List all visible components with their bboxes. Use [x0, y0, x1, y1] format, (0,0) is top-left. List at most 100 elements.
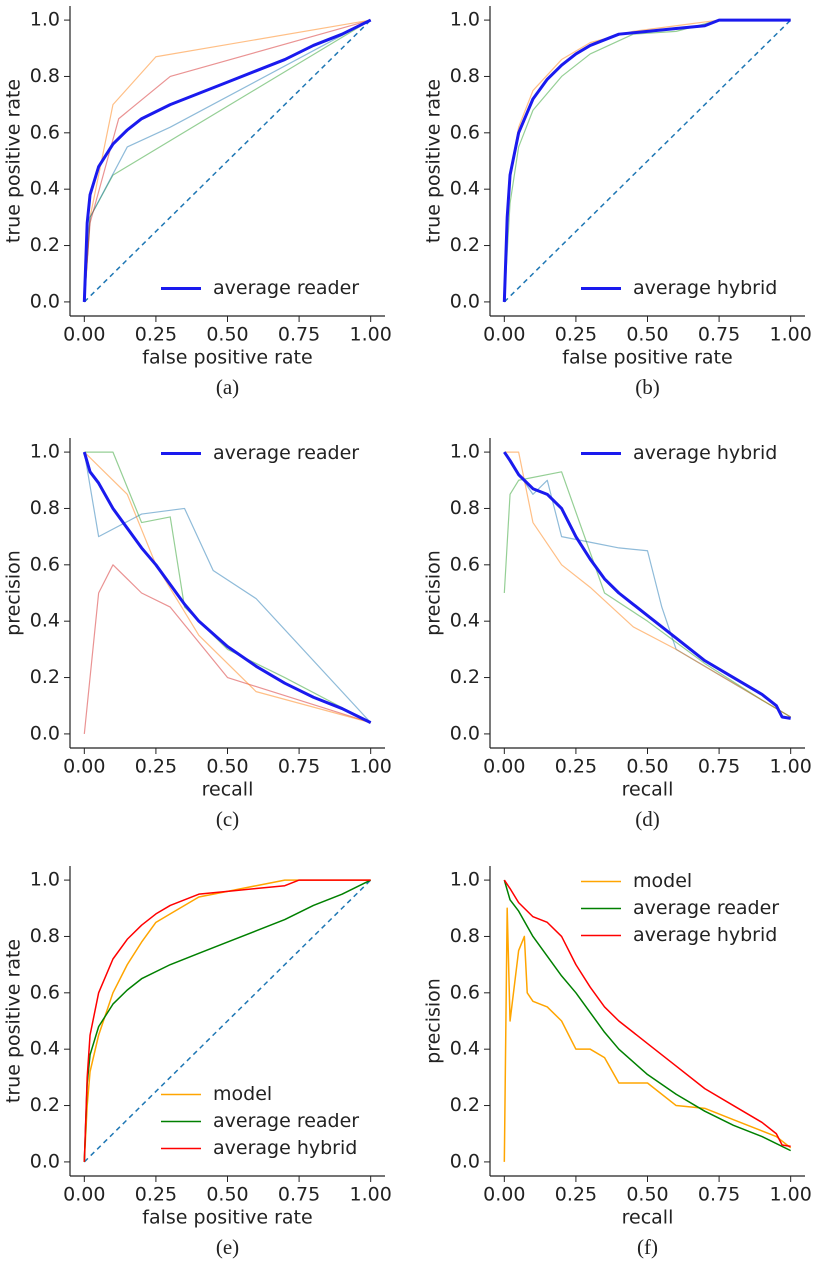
- x-tick-label: 0.50: [626, 1184, 668, 1206]
- curve: [504, 451, 791, 718]
- y-tick-label: 1.0: [30, 9, 60, 31]
- y-tick-label: 0.8: [30, 925, 60, 947]
- y-tick-label: 0.2: [30, 1094, 60, 1116]
- y-tick-label: 0.0: [30, 722, 60, 744]
- legend-label: average reader: [213, 277, 359, 299]
- y-tick-label: 0.6: [30, 553, 60, 575]
- caption: (e): [216, 1235, 239, 1259]
- y-tick-label: 1.0: [30, 441, 60, 463]
- x-axis-label: false positive rate: [142, 1207, 312, 1229]
- legend-label: average reader: [213, 1110, 359, 1132]
- legend-label: average reader: [633, 897, 779, 919]
- curve: [82, 451, 372, 724]
- x-axis-label: recall: [622, 779, 674, 801]
- y-tick-label: 0.4: [450, 178, 480, 200]
- y-tick-label: 0.0: [450, 722, 480, 744]
- legend-label: average reader: [213, 442, 359, 464]
- y-axis-label: precision: [423, 978, 445, 1064]
- x-tick-label: 0.00: [63, 756, 105, 778]
- curve: [83, 19, 372, 303]
- y-axis-label: true positive rate: [423, 79, 445, 243]
- y-tick-label: 0.8: [450, 65, 480, 87]
- curve: [503, 907, 792, 1162]
- y-tick-label: 0.4: [30, 1038, 60, 1060]
- caption: (a): [216, 375, 239, 399]
- y-tick-label: 0.6: [30, 981, 60, 1003]
- x-tick-label: 1.00: [350, 1184, 392, 1206]
- x-tick-label: 0.50: [626, 324, 668, 346]
- y-axis-label: true positive rate: [3, 79, 25, 243]
- x-tick-label: 0.00: [63, 324, 105, 346]
- x-tick-label: 0.25: [555, 756, 597, 778]
- x-tick-label: 0.00: [483, 1184, 525, 1206]
- curve: [83, 879, 371, 1162]
- curve: [503, 451, 791, 720]
- legend-label: model: [633, 870, 692, 892]
- curve: [503, 879, 792, 1152]
- y-tick-label: 0.6: [450, 981, 480, 1003]
- x-tick-label: 0.25: [135, 756, 177, 778]
- y-tick-label: 1.0: [30, 869, 60, 891]
- x-tick-label: 0.75: [278, 756, 320, 778]
- y-tick-label: 0.8: [450, 925, 480, 947]
- x-tick-label: 1.00: [770, 324, 812, 346]
- caption: (c): [216, 807, 239, 831]
- x-tick-label: 0.50: [206, 756, 248, 778]
- x-tick-label: 0.50: [206, 324, 248, 346]
- curve: [83, 451, 372, 724]
- curve: [503, 451, 791, 718]
- y-tick-label: 0.2: [30, 234, 60, 256]
- x-axis-label: false positive rate: [562, 347, 732, 369]
- curve: [83, 451, 371, 724]
- x-tick-label: 1.00: [770, 756, 812, 778]
- y-tick-label: 0.6: [450, 553, 480, 575]
- x-axis-label: recall: [622, 1207, 674, 1229]
- curve: [502, 18, 791, 302]
- x-tick-label: 1.00: [770, 1184, 812, 1206]
- y-tick-label: 0.6: [450, 121, 480, 143]
- y-tick-label: 0.8: [30, 65, 60, 87]
- legend-label: average hybrid: [633, 277, 777, 299]
- y-tick-label: 0.8: [30, 497, 60, 519]
- y-tick-label: 0.4: [30, 178, 60, 200]
- curve: [83, 879, 371, 1162]
- curve: [83, 879, 372, 1162]
- x-tick-label: 0.75: [278, 1184, 320, 1206]
- caption: (b): [635, 375, 660, 399]
- y-tick-label: 1.0: [450, 869, 480, 891]
- x-tick-label: 1.00: [350, 756, 392, 778]
- x-tick-label: 0.50: [626, 756, 668, 778]
- y-tick-label: 0.0: [30, 1150, 60, 1172]
- legend-label: average hybrid: [213, 1137, 357, 1159]
- y-tick-label: 1.0: [450, 441, 480, 463]
- legend-label: average hybrid: [633, 924, 777, 946]
- x-tick-label: 0.25: [135, 1184, 177, 1206]
- curve: [83, 879, 372, 1163]
- y-tick-label: 0.8: [450, 497, 480, 519]
- curve: [503, 879, 791, 1148]
- x-tick-label: 0.75: [698, 324, 740, 346]
- curve: [503, 471, 791, 718]
- y-tick-label: 0.4: [30, 610, 60, 632]
- curve: [83, 19, 371, 302]
- x-tick-label: 0.00: [483, 324, 525, 346]
- x-tick-label: 0.75: [278, 324, 320, 346]
- y-tick-label: 0.2: [30, 666, 60, 688]
- x-tick-label: 0.50: [206, 1184, 248, 1206]
- x-tick-label: 0.25: [135, 324, 177, 346]
- y-tick-label: 0.0: [450, 290, 480, 312]
- x-tick-label: 0.75: [698, 1184, 740, 1206]
- y-tick-label: 0.0: [30, 290, 60, 312]
- curve: [83, 564, 371, 734]
- x-tick-label: 0.00: [63, 1184, 105, 1206]
- y-tick-label: 0.2: [450, 1094, 480, 1116]
- y-tick-label: 0.0: [450, 1150, 480, 1172]
- x-axis-label: recall: [202, 779, 254, 801]
- y-tick-label: 0.4: [450, 610, 480, 632]
- curve: [84, 451, 371, 724]
- x-tick-label: 0.25: [555, 1184, 597, 1206]
- x-tick-label: 0.25: [555, 324, 597, 346]
- x-axis-label: false positive rate: [142, 347, 312, 369]
